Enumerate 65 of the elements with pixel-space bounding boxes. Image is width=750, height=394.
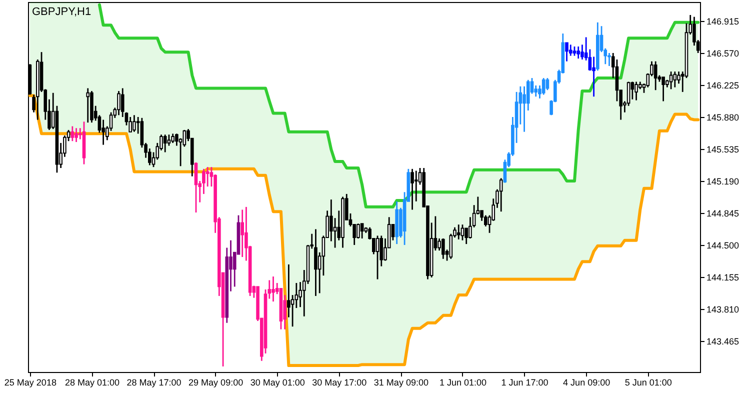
x-tick-label: 30 May 17:00 xyxy=(312,378,367,388)
candlestick xyxy=(163,134,167,153)
candlestick xyxy=(438,238,441,252)
candlestick xyxy=(167,134,171,146)
y-tick-label: 145.535 xyxy=(706,144,740,154)
x-tick-label: 29 May 09:00 xyxy=(188,378,244,388)
candlestick xyxy=(572,46,576,56)
x-tick-label: 30 May 01:00 xyxy=(250,378,305,388)
y-tick-label: 145.190 xyxy=(706,176,740,186)
x-tick-label: 28 May 17:00 xyxy=(126,378,182,388)
y-tick-label: 143.465 xyxy=(706,336,740,346)
candlestick xyxy=(634,81,638,101)
y-tick-label: 146.570 xyxy=(706,48,740,59)
y-tick-label: 146.915 xyxy=(706,16,740,27)
candlestick xyxy=(314,228,318,297)
line-series xyxy=(98,3,700,208)
y-tick-label: 145.880 xyxy=(706,112,740,122)
y-tick-label: 143.810 xyxy=(706,304,740,314)
x-tick-label: 5 Jun 01:00 xyxy=(624,378,672,388)
candlestick xyxy=(654,60,658,91)
x-tick-label: 31 May 09:00 xyxy=(374,378,428,388)
candlestick xyxy=(662,76,665,102)
candlestick xyxy=(630,81,634,100)
y-tick-label: 144.155 xyxy=(706,272,740,282)
chart-title: GBPJPY,H1 xyxy=(32,6,92,18)
candlestick xyxy=(117,90,120,116)
x-tick-label: 28 May 01:00 xyxy=(64,378,120,388)
candlestick xyxy=(464,228,468,245)
candlestick xyxy=(132,114,136,133)
candlestick xyxy=(608,52,611,67)
x-tick-label: 1 Jun 17:00 xyxy=(501,378,548,388)
candlestick xyxy=(102,119,105,146)
x-tick-label: 25 May 2018 xyxy=(4,378,56,388)
candlestick xyxy=(414,170,418,202)
candlestick xyxy=(576,46,580,60)
candlestick xyxy=(376,234,380,280)
candlestick xyxy=(128,116,132,133)
candlestick xyxy=(240,209,244,258)
y-tick-label: 146.225 xyxy=(706,80,740,90)
x-tick-label: 1 Jun 01:00 xyxy=(439,378,487,388)
line-series xyxy=(28,94,700,368)
candlestick xyxy=(272,276,275,302)
candlestick xyxy=(499,177,503,212)
y-tick-label: 144.845 xyxy=(706,208,740,218)
candlestick xyxy=(120,88,124,118)
candlestick xyxy=(171,132,174,144)
candlestick xyxy=(410,168,414,210)
x-tick-label: 4 Jun 09:00 xyxy=(563,378,610,388)
candlestick xyxy=(673,70,677,88)
candlestick xyxy=(333,217,337,248)
candlestick xyxy=(565,42,568,62)
candlestick xyxy=(70,126,74,142)
candlestick xyxy=(442,238,445,260)
candlestick xyxy=(74,127,78,143)
candlestick xyxy=(546,77,550,91)
candlestick xyxy=(206,166,210,188)
candlestick xyxy=(194,162,198,214)
candlestick xyxy=(534,84,538,98)
candlestick xyxy=(542,77,546,96)
candlestick xyxy=(356,222,360,240)
y-tick-label: 144.500 xyxy=(706,240,740,250)
candlestick xyxy=(175,132,178,146)
candlestick xyxy=(360,222,364,240)
candlestick xyxy=(86,88,90,124)
candlestick xyxy=(456,224,460,240)
